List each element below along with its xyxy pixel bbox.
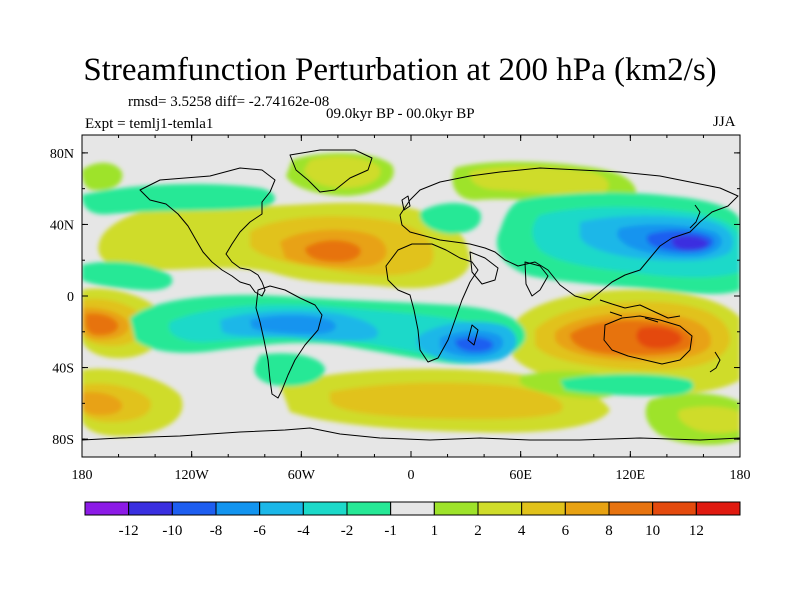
colorbar-swatch [695, 501, 741, 516]
colorbar-swatch [564, 501, 610, 516]
colorbar-label: 2 [474, 523, 482, 539]
stats-text: rmsd= 3.5258 diff= -2.74162e-08 [128, 94, 330, 110]
colorbar-swatch [302, 501, 348, 516]
colorbar-label: 12 [689, 523, 704, 539]
colorbar-swatch [433, 501, 479, 516]
figure-title: Streamfunction Perturbation at 200 hPa (… [83, 52, 717, 88]
colorbar-swatch [477, 501, 523, 516]
coast-india [524, 261, 549, 297]
coast-south-america [255, 285, 323, 399]
colorbar-label: 8 [605, 523, 613, 539]
coast-antarctica [82, 427, 740, 441]
colorbar-swatch [608, 501, 654, 516]
coast-uk [401, 195, 411, 211]
y-tick-label: 80S [52, 433, 74, 448]
coast-north-america [139, 167, 276, 297]
colorbar-label: 6 [562, 523, 570, 539]
colorbar-label: -4 [297, 523, 310, 539]
x-tick-label: 120W [175, 468, 210, 483]
colorbar-label: -1 [384, 523, 397, 539]
x-tick-label: 180 [730, 468, 751, 483]
experiment-text: Expt = temlj1-temla1 [85, 116, 214, 132]
coast-madagascar [467, 324, 479, 346]
coast-maritime [599, 299, 681, 323]
coast-australia [603, 315, 693, 365]
colorbar-label: -12 [119, 523, 139, 539]
x-tick-label: 60E [509, 468, 532, 483]
coastlines [82, 149, 740, 441]
x-tick-label: 60W [288, 468, 316, 483]
season-text: JJA [713, 114, 736, 130]
field-shading [82, 135, 740, 457]
colorbar-swatch [259, 501, 304, 516]
colorbar-label: -6 [253, 523, 266, 539]
coast-new-zealand [709, 351, 721, 373]
x-tick-label: 120E [616, 468, 646, 483]
colorbar-label: 4 [518, 523, 526, 539]
trough-north-atlantic [419, 203, 481, 234]
colorbar-swatch [84, 501, 130, 516]
y-tick-label: 0 [67, 290, 74, 305]
coast-greenland [289, 149, 373, 193]
colorbar-swatch [215, 501, 261, 516]
trough-alaska-band [82, 184, 275, 215]
period-text: 09.0kyr BP - 00.0kyr BP [326, 106, 475, 122]
colorbar-swatch [652, 501, 697, 516]
colorbar: -12 -10 -8 -6 -4 -2 -1 1 2 4 6 8 10 12 [84, 501, 741, 539]
colorbar-label: -10 [162, 523, 182, 539]
colorbar-swatch [390, 501, 435, 516]
colorbar-label: 10 [645, 523, 660, 539]
coast-africa [385, 243, 479, 363]
coast-japan [689, 204, 701, 229]
y-tick-label: 40S [52, 362, 74, 377]
trough-east-pacific-southern [82, 261, 173, 291]
colorbar-swatch [128, 501, 173, 516]
colorbar-label: -2 [341, 523, 354, 539]
y-axis-ticks: 80N 40N 0 40S 80S [50, 147, 740, 448]
ridge-north-pacific [82, 162, 123, 191]
x-axis-ticks: 180 120W 60W 0 60E 120E 180 [72, 135, 751, 483]
coast-eurasia [399, 167, 739, 301]
colorbar-label: 1 [431, 523, 439, 539]
coast-arabia [469, 251, 499, 285]
x-tick-label: 180 [72, 468, 93, 483]
y-tick-label: 80N [50, 147, 74, 162]
colorbar-swatch [171, 501, 217, 516]
x-tick-label: 0 [408, 468, 415, 483]
colorbar-label: -8 [210, 523, 223, 539]
colorbar-swatch [346, 501, 392, 516]
y-tick-label: 40N [50, 218, 74, 233]
colorbar-swatch [521, 501, 566, 516]
